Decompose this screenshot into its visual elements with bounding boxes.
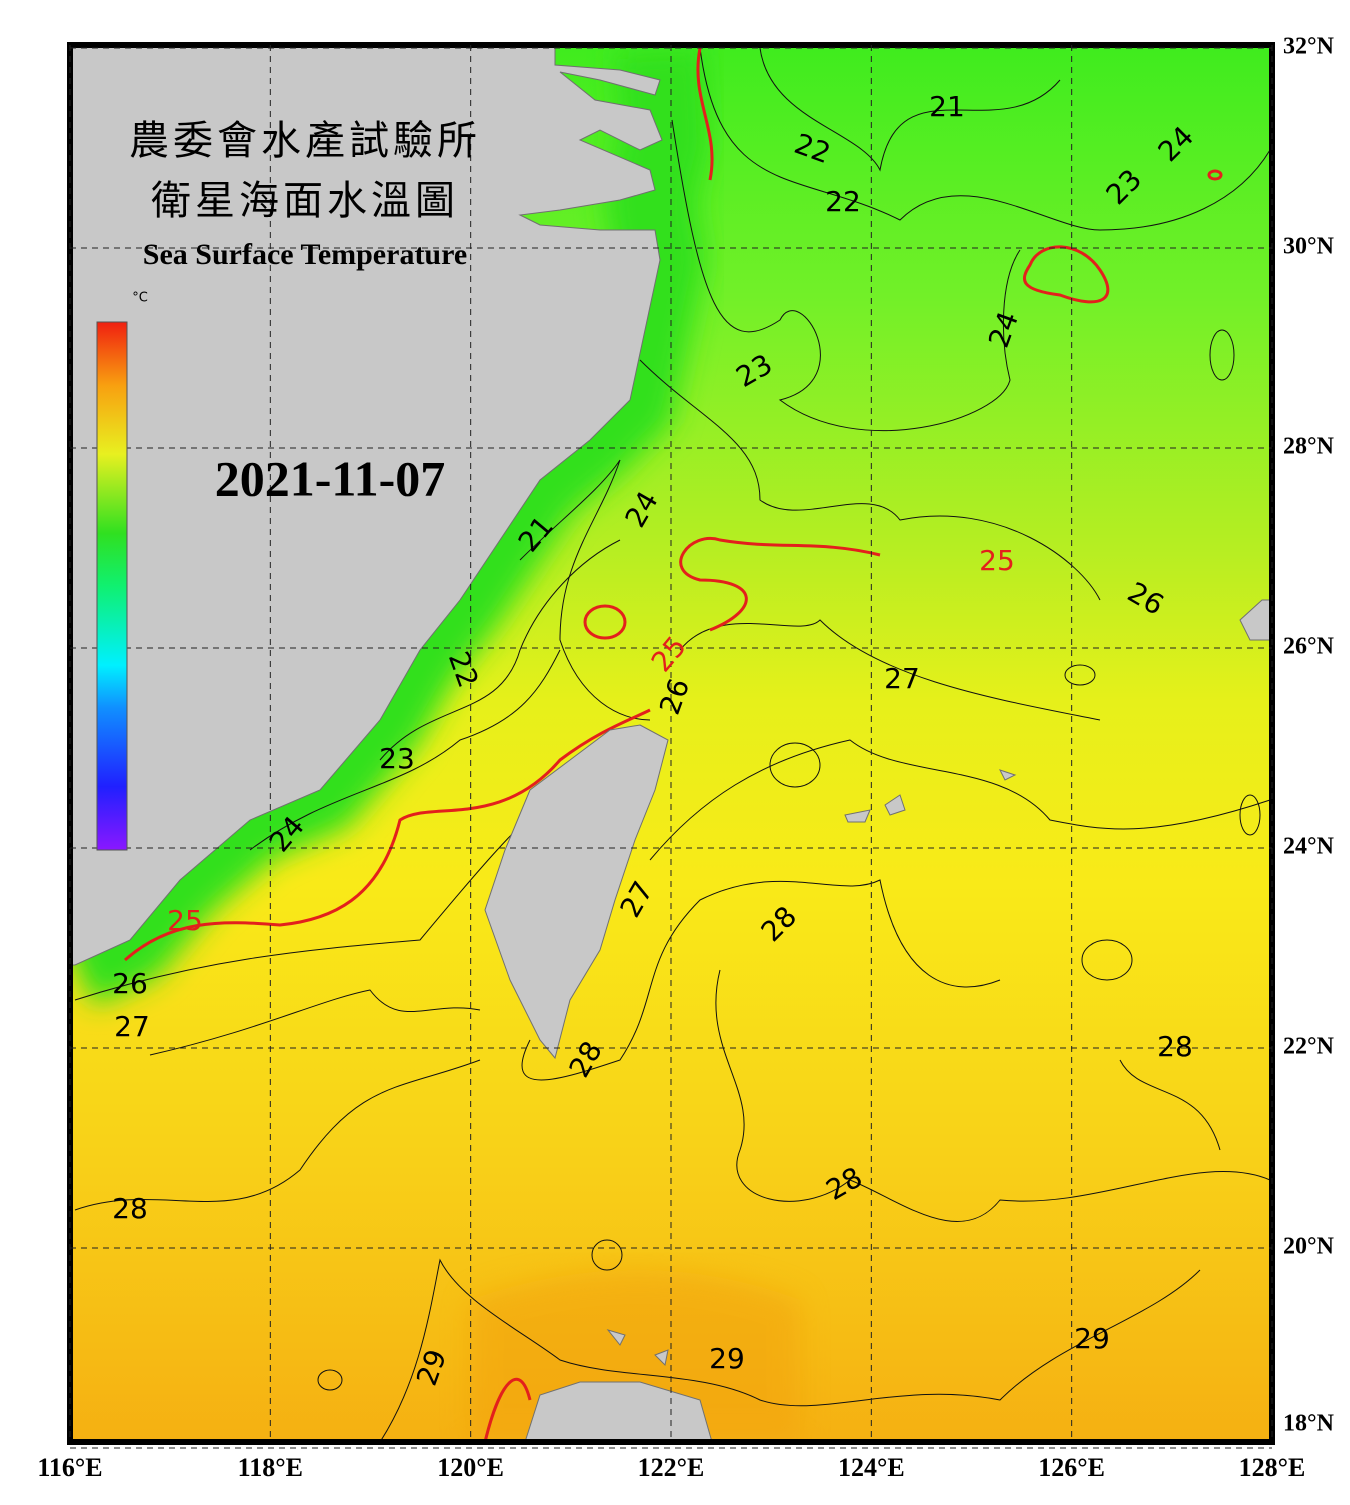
title-en: Sea Surface Temperature [143,238,467,271]
contour-label: 29 [709,1342,745,1375]
lat-label: 18°N [1283,1411,1335,1437]
lon-label: 122°E [638,1453,705,1482]
contour-label: 22 [825,185,861,218]
lon-label: 120°E [437,1453,504,1482]
contour-label: 25 [167,904,203,937]
title-zh-2: 衛星海面水溫圖 [151,178,459,223]
lon-label: 116°E [37,1453,102,1482]
lat-label: 24°N [1283,834,1335,860]
contour-label: 28 [112,1192,148,1225]
lon-label: 128°E [1239,1453,1306,1482]
lon-label: 118°E [238,1453,303,1482]
lat-label: 20°N [1283,1234,1335,1260]
lon-label: 124°E [838,1453,905,1482]
land [70,45,1272,1442]
taiwan [484,724,669,1060]
lat-label: 32°N [1283,34,1335,60]
lat-label: 26°N [1283,634,1335,660]
contour-label: 28 [1157,1030,1193,1063]
contour-label: 21 [929,90,965,123]
contour-label: 27 [114,1010,150,1043]
contour-label: 27 [884,662,920,695]
colorbar-unit: °C [132,291,148,306]
contour-label: 26 [112,967,148,1000]
colorbar: °C [96,291,148,851]
lat-label: 30°N [1283,234,1335,260]
lat-label: 28°N [1283,434,1335,460]
contour-label: 23 [379,742,415,775]
graticule: 116°E 118°E 120°E 122°E 124°E 126°E 128°E 32°N 3… [37,34,1334,1482]
contour-label: 29 [1074,1322,1110,1355]
luzon [524,1381,713,1442]
lon-label: 126°E [1038,1453,1105,1482]
contour-label: 25 [979,544,1015,577]
date: 2021-11-07 [215,450,446,506]
colorbar-ramp [96,321,128,851]
isotherm-25 [124,47,1223,1442]
title-zh-1: 農委會水產試驗所 [129,118,481,163]
lat-label: 22°N [1283,1034,1335,1060]
